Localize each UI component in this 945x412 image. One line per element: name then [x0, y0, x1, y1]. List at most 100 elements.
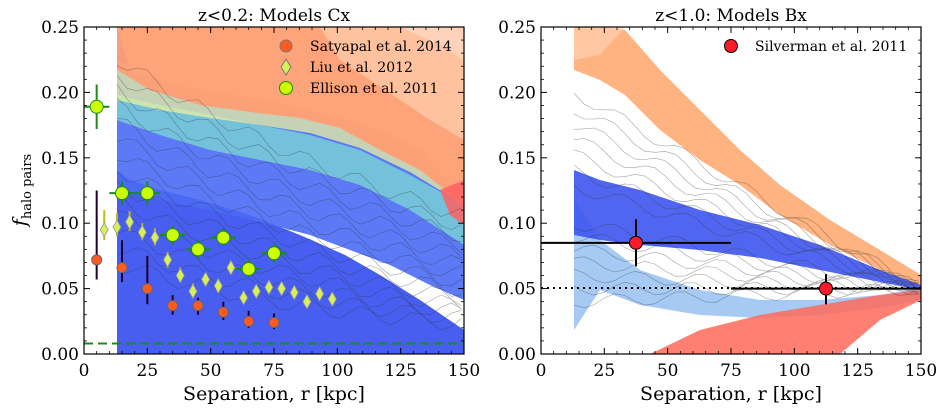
x-tick-label-R-0: 0	[536, 361, 547, 381]
x-tick-label-R-1: 25	[594, 361, 616, 381]
left-observation-points	[84, 84, 337, 330]
ellison-point	[216, 230, 231, 245]
left-axis-ticks: 0 25 50 75 100 125 150 0.00 0.05 0.10 0.15 0.20 0.25	[41, 18, 480, 381]
model-line-R	[573, 234, 919, 291]
silverman-point	[819, 281, 833, 296]
x-tick-label-R-4: 100	[778, 361, 810, 381]
model-line-R	[573, 244, 919, 291]
liu-point	[327, 291, 337, 307]
ellison-point	[115, 186, 129, 201]
liu-point	[264, 279, 274, 296]
ellison-point	[267, 246, 281, 261]
model-line-L	[116, 229, 462, 315]
liu-point	[201, 271, 211, 288]
ellison-point	[89, 99, 104, 114]
model-line-R	[573, 92, 919, 291]
liu-point	[302, 293, 312, 310]
right-model-band-lightblue	[574, 200, 921, 330]
x-tick-label-L-5: 125	[384, 361, 416, 381]
left-xlabel: Separation, r [kpc]	[183, 383, 365, 405]
liu-point	[239, 289, 249, 306]
y-tick-label-R-1: 0.05	[498, 280, 536, 300]
silverman-point	[629, 235, 643, 250]
model-line-L	[116, 158, 462, 277]
model-line-L	[116, 65, 462, 217]
liu-point	[213, 278, 223, 294]
liu-point	[150, 229, 160, 246]
left-model-bands	[84, 27, 464, 354]
x-tick-label-L-0: 0	[79, 361, 90, 381]
liu-point	[289, 284, 299, 301]
satyapal-point	[268, 317, 280, 329]
left-model-band-peach	[320, 27, 464, 140]
legend-label-ellison: Ellison et al. 2011	[310, 81, 438, 97]
left-ylabel-sub: halo pairs	[20, 154, 35, 219]
left-title: z<0.2: Models Cx	[198, 6, 351, 26]
model-line-R	[573, 138, 919, 285]
legend-label-liu: Liu et al. 2012	[310, 60, 413, 76]
satyapal-point	[192, 300, 204, 312]
model-line-L	[116, 191, 462, 307]
liu-point	[112, 219, 122, 235]
liu-point	[251, 283, 261, 300]
model-line-R	[573, 149, 919, 291]
y-tick-label-L-5: 0.25	[41, 18, 79, 38]
model-line-L	[116, 171, 462, 287]
ellison-point	[165, 227, 180, 242]
satyapal-point	[217, 306, 229, 318]
x-tick-label-L-4: 100	[321, 361, 353, 381]
y-tick-label-R-4: 0.20	[498, 83, 536, 103]
y-tick-label-R-2: 0.10	[498, 214, 536, 234]
satyapal-point	[243, 315, 255, 327]
y-tick-label-L-1: 0.05	[41, 280, 79, 300]
legend-marker-silverman	[724, 39, 738, 53]
legend-marker-satyapal	[279, 39, 293, 53]
left-ylabel-main: f	[9, 216, 31, 228]
satyapal-point	[141, 283, 153, 295]
model-line-L	[116, 179, 462, 297]
liu-point	[125, 214, 135, 230]
right-observation-points	[541, 219, 921, 305]
satyapal-point	[116, 262, 128, 274]
left-model-band-cyan	[117, 95, 464, 245]
right-xlabel: Separation, r [kpc]	[640, 383, 822, 405]
x-tick-label-R-6: 150	[905, 361, 937, 381]
liu-point	[277, 280, 287, 297]
left-model-band-blue	[117, 27, 464, 354]
right-panel: z<1.0: Models Bx 0 25 50 75 100 125 150 0.00 0.0…	[498, 6, 937, 405]
model-line-L	[116, 138, 462, 266]
x-tick-label-L-3: 75	[263, 361, 285, 381]
model-line-L	[116, 247, 462, 323]
satyapal-point	[167, 300, 179, 312]
y-tick-label-L-4: 0.20	[41, 83, 79, 103]
x-tick-label-L-2: 50	[200, 361, 222, 381]
y-tick-label-L-0: 0.00	[41, 345, 79, 365]
x-tick-label-R-3: 75	[720, 361, 742, 381]
model-line-L	[116, 75, 462, 230]
model-line-R	[573, 268, 919, 295]
ellison-point	[191, 242, 205, 257]
model-line-R	[573, 185, 919, 293]
model-line-L	[116, 118, 462, 258]
y-tick-label-L-3: 0.15	[41, 149, 79, 169]
x-tick-label-R-5: 125	[841, 361, 873, 381]
y-tick-label-R-0: 0.00	[498, 345, 536, 365]
left-panel: z<0.2: Models Cx 0 25 50 75 100 125 150 0.00 0.0…	[9, 6, 480, 405]
right-axis-ticks: 0 25 50 75 100 125 150 0.00 0.05 0.10 0.15 0.20 0.25	[498, 18, 937, 381]
legend-marker-ellison	[279, 81, 293, 95]
model-line-R	[573, 127, 919, 282]
liu-point	[315, 286, 325, 302]
x-tick-label-R-2: 50	[657, 361, 679, 381]
y-tick-label-L-2: 0.10	[41, 214, 79, 234]
model-line-R	[573, 164, 919, 295]
right-model-bands	[541, 27, 921, 354]
right-model-band-red	[650, 290, 921, 354]
legend-label-satyapal: Satyapal et al. 2014	[310, 39, 452, 55]
legend-label-silverman: Silverman et al. 2011	[755, 39, 907, 55]
model-line-L	[116, 83, 462, 243]
liu-point	[188, 283, 198, 300]
liu-point	[226, 259, 236, 276]
model-line-R	[573, 223, 919, 292]
right-model-band-orange	[574, 27, 921, 290]
